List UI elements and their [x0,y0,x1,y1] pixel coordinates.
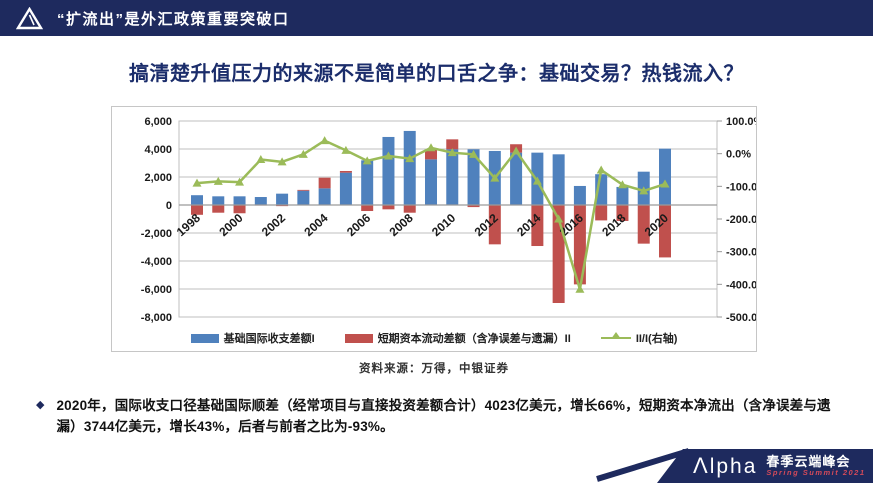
source-note: 资料来源：万得，中银证券 [359,363,509,375]
chart-legend: 基础国际收支差额I 短期资本流动差额（含净误差与遗漏）II II/I(右轴) [112,330,756,346]
legend-item-ratio: II/I(右轴) [600,330,678,346]
svg-text:-6,000: -6,000 [141,284,172,296]
svg-text:100.0%: 100.0% [726,116,756,128]
svg-text:-8,000: -8,000 [141,312,172,323]
chart-plot-area: 6,000 4,000 2,000 0 -2,000 -4,000 -6,000 -8,000… [141,116,756,323]
legend-item-basic-balance: 基础国际收支差额I [190,330,315,346]
alpha-lambda-glyph: Λ [693,453,710,478]
event-title-cn: 春季云端峰会 [766,454,851,470]
legend-label: II/I(右轴) [635,333,678,345]
event-title-en: Spring Summit 2021 [766,467,866,477]
svg-text:2004: 2004 [301,211,330,239]
red-bar-swatch-icon [344,333,373,343]
svg-text:2006: 2006 [344,211,373,239]
svg-text:1998: 1998 [174,211,203,239]
svg-text:2010: 2010 [429,211,458,239]
bop-chart: 6,000 4,000 2,000 0 -2,000 -4,000 -6,000 -8,000… [111,106,757,352]
svg-text:-4,000: -4,000 [141,256,172,268]
bullet-point: ◆ 2020年，国际收支口径基础国际顺差（经常项目与直接投资差额合计）4023亿… [36,395,851,437]
event-title-block: 春季云端峰会 Spring Summit 2021 [766,455,865,477]
svg-text:2008: 2008 [387,211,416,239]
legend-label: 短期资本流动差额（含净误差与遗漏）II [377,333,571,345]
alpha-triangle-icon [16,6,43,30]
green-line-swatch-icon [600,332,631,339]
blue-bar-swatch-icon [190,333,219,343]
svg-text:-400.0%: -400.0% [726,279,756,291]
svg-text:-500.0%: -500.0% [726,312,756,323]
svg-text:-100.0%: -100.0% [726,181,756,193]
svg-text:2002: 2002 [259,211,288,239]
svg-text:4,000: 4,000 [144,144,172,156]
legend-label: 基础国际收支差额I [223,333,315,345]
svg-text:6,000: 6,000 [144,116,172,128]
legend-item-short-term-capital: 短期资本流动差额（含净误差与遗漏）II [344,330,571,346]
svg-text:0.0%: 0.0% [726,149,751,161]
bullet-text: 2020年，国际收支口径基础国际顺差（经常项目与直接投资差额合计）4023亿美元… [56,398,831,434]
page-title: 搞清楚升值压力的来源不是简单的口舌之争：基础交易？热钱流入？ [129,63,744,85]
svg-text:-300.0%: -300.0% [726,247,756,259]
svg-text:-2,000: -2,000 [141,228,172,240]
diamond-bullet-icon: ◆ [36,399,45,411]
header-bar: “扩流出”是外汇政策重要突破口 [0,0,873,36]
svg-text:0: 0 [166,200,172,212]
header-title: “扩流出”是外汇政策重要突破口 [57,10,290,28]
svg-text:2000: 2000 [216,211,245,239]
svg-text:-200.0%: -200.0% [726,214,756,226]
svg-text:2,000: 2,000 [144,172,172,184]
